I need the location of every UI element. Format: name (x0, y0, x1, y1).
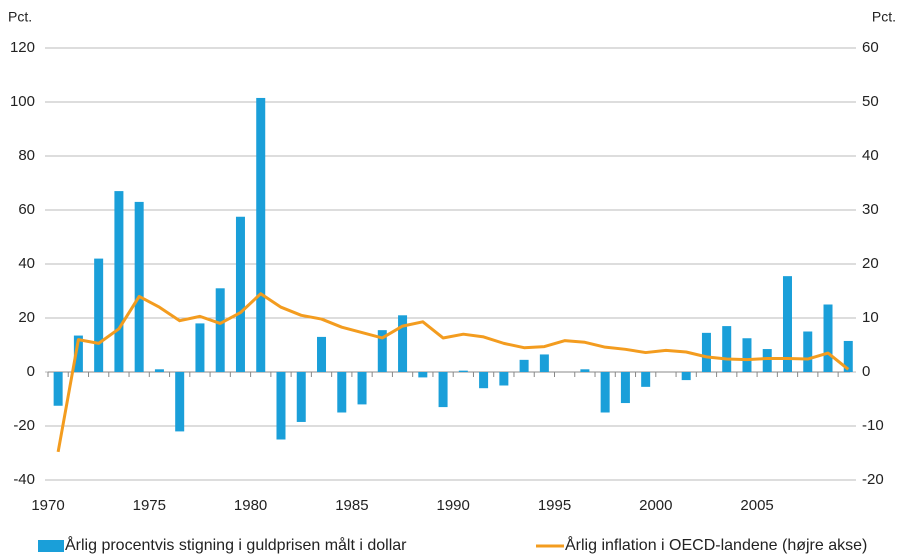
bar (701, 332, 711, 372)
y-tick-label: -40 (13, 471, 35, 488)
legend-label: Årlig inflation i OECD-landene (højre ak… (565, 535, 867, 554)
bar (337, 372, 347, 413)
y-tick-label: 80 (18, 147, 35, 164)
bar (134, 201, 144, 372)
y2-tick-label: 40 (862, 147, 879, 164)
x-tick-label: 1985 (335, 497, 368, 514)
bar (722, 326, 732, 372)
bar (53, 372, 63, 406)
bar (215, 288, 225, 372)
bar (256, 97, 266, 372)
y2-tick-label: -20 (862, 471, 884, 488)
y-unit-left: Pct. (8, 9, 32, 25)
line (56, 292, 850, 453)
x-tick-label: 1970 (31, 497, 64, 514)
bar (620, 372, 630, 404)
y-tick-label: 40 (18, 255, 35, 272)
y2-tick-label: -10 (862, 417, 884, 434)
y-unit-right: Pct. (872, 9, 896, 25)
bar (175, 372, 185, 432)
bar (479, 372, 489, 389)
x-tick-label: 2000 (639, 497, 672, 514)
bar (296, 372, 306, 422)
bar (762, 349, 772, 372)
y-tick-label: 20 (18, 309, 35, 326)
y-tick-label: 60 (18, 201, 35, 218)
y2-tick-label: 50 (862, 93, 879, 110)
bar (539, 354, 549, 372)
bar (742, 338, 752, 372)
x-tick-label: 2005 (740, 497, 773, 514)
bar (114, 191, 124, 372)
y2-tick-label: 20 (862, 255, 879, 272)
bar (398, 315, 408, 372)
bar (418, 372, 428, 378)
bar (195, 323, 205, 372)
bar (600, 372, 610, 413)
y2-tick-label: 0 (862, 363, 870, 380)
y-tick-label: 0 (27, 363, 35, 380)
bar (580, 369, 590, 372)
bar (843, 340, 853, 372)
bar (235, 216, 245, 372)
y-tick-label: 100 (10, 93, 35, 110)
bar (357, 372, 367, 405)
bar (803, 331, 813, 372)
y2-tick-label: 30 (862, 201, 879, 218)
bar (438, 372, 448, 408)
x-tick-label: 1980 (234, 497, 267, 514)
bar (641, 372, 651, 387)
y-tick-label: -20 (13, 417, 35, 434)
bar (681, 372, 691, 381)
x-tick-label: 1995 (538, 497, 571, 514)
x-tick-label: 1990 (437, 497, 470, 514)
bar (823, 304, 833, 372)
y-tick-label: 120 (10, 39, 35, 56)
y2-tick-label: 10 (862, 309, 879, 326)
bar (94, 258, 104, 372)
bar (276, 372, 286, 440)
y2-tick-label: 60 (862, 39, 879, 56)
legend-swatch (38, 540, 64, 552)
legend-label: Årlig procentvis stigning i guldprisen m… (65, 535, 407, 554)
bar (73, 335, 83, 372)
bar (519, 359, 529, 372)
bar (377, 330, 387, 372)
bar (782, 276, 792, 372)
x-tick-label: 1975 (133, 497, 166, 514)
bar (499, 372, 509, 386)
bar (458, 370, 468, 372)
bar (154, 369, 164, 372)
bar (317, 336, 327, 372)
